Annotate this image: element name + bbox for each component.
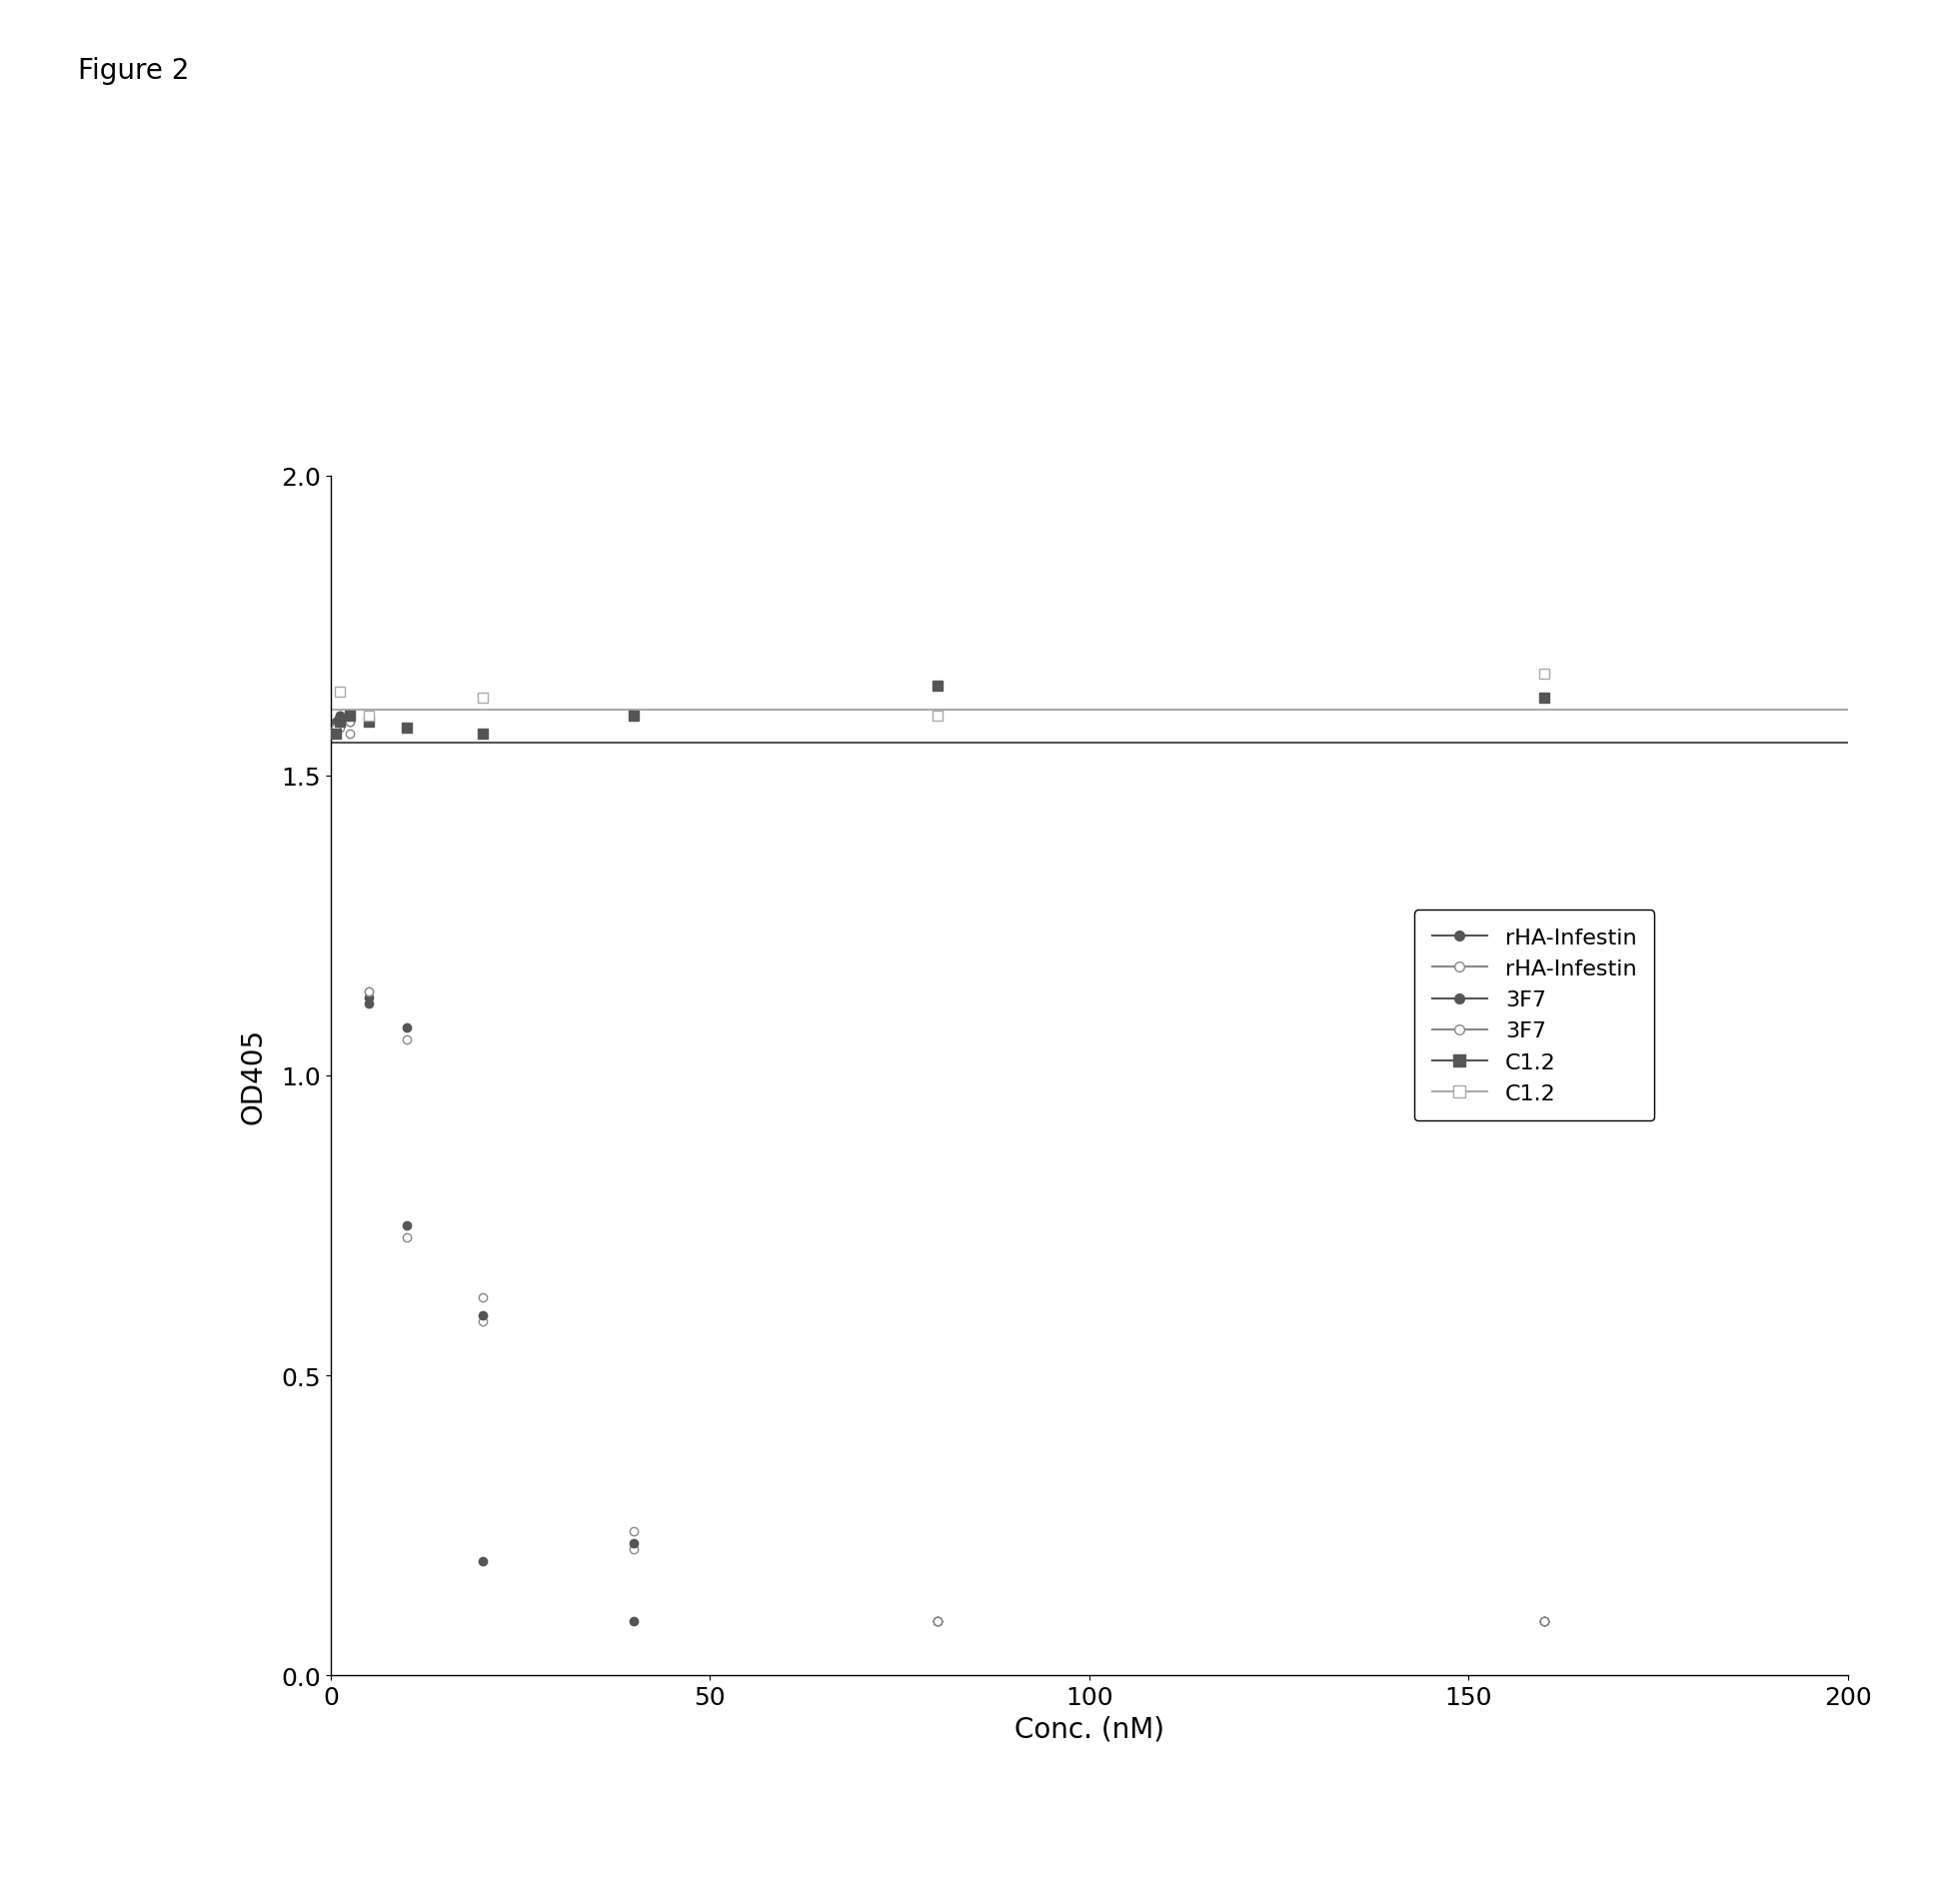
Legend: rHA-Infestin, rHA-Infestin, 3F7, 3F7, C1.2, C1.2: rHA-Infestin, rHA-Infestin, 3F7, 3F7, C1… bbox=[1414, 910, 1655, 1121]
Text: Figure 2: Figure 2 bbox=[78, 57, 189, 86]
Y-axis label: OD405: OD405 bbox=[239, 1028, 266, 1123]
X-axis label: Conc. (nM): Conc. (nM) bbox=[1013, 1716, 1165, 1742]
